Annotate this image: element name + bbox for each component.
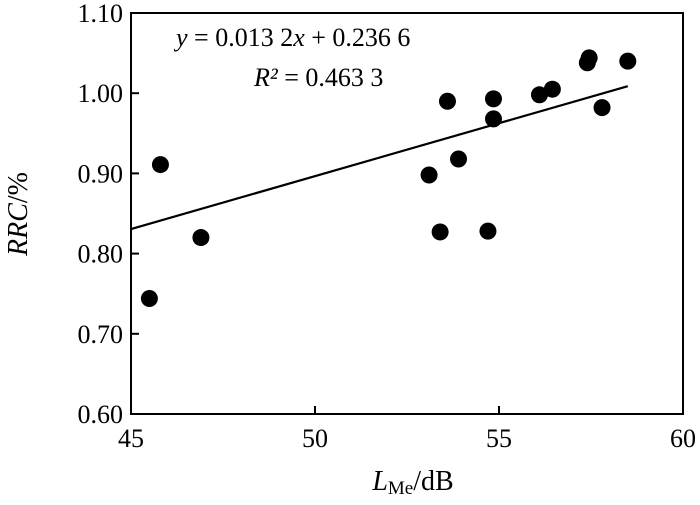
data-point bbox=[450, 150, 468, 168]
y-axis-label-main: RRC bbox=[3, 203, 34, 257]
equation-x-var: x bbox=[292, 23, 305, 52]
x-axis-label-main: L bbox=[371, 466, 388, 497]
trendline bbox=[130, 85, 629, 231]
data-point bbox=[543, 80, 561, 98]
y-tick-label: 1.10 bbox=[78, 0, 124, 28]
data-point bbox=[484, 110, 502, 128]
y-axis-label: RRC/% bbox=[3, 172, 34, 257]
x-tick-label: 50 bbox=[302, 424, 328, 453]
r-squared-symbol: R² bbox=[253, 63, 279, 92]
y-tick-label: 0.60 bbox=[78, 400, 124, 429]
trendline-equation: y = 0.013 2x + 0.236 6 bbox=[173, 23, 410, 52]
data-point bbox=[619, 52, 637, 70]
data-point bbox=[420, 166, 438, 184]
data-point bbox=[580, 49, 598, 67]
data-point bbox=[431, 223, 449, 241]
y-axis-label-unit: /% bbox=[3, 172, 34, 203]
r-squared-annotation: R² = 0.463 3 bbox=[253, 63, 383, 92]
axes-layer: 0.60 0.70 0.80 0.90 1.00 1.10 45 50 55 60 bbox=[78, 0, 697, 453]
data-point bbox=[151, 156, 169, 174]
data-point bbox=[140, 290, 158, 308]
y-tick-label: 0.70 bbox=[78, 320, 124, 349]
r-squared-value: = 0.463 3 bbox=[278, 63, 384, 92]
equation-slope-part: = 0.013 2 bbox=[188, 23, 294, 52]
data-point bbox=[192, 229, 210, 247]
data-points-layer bbox=[140, 49, 637, 308]
data-point bbox=[593, 99, 611, 117]
data-point bbox=[438, 92, 456, 110]
equation-y-var: y bbox=[173, 23, 188, 52]
data-point bbox=[530, 86, 548, 104]
y-tick-label: 0.80 bbox=[78, 240, 124, 269]
x-axis-label: LMe/dB bbox=[371, 466, 453, 499]
data-point bbox=[484, 90, 502, 108]
x-axis-label-subscript: Me bbox=[388, 478, 413, 499]
x-tick-label: 45 bbox=[118, 424, 144, 453]
y-tick-label: 1.00 bbox=[78, 79, 124, 108]
equation-intercept-part: + 0.236 6 bbox=[305, 23, 411, 52]
x-tick-label: 60 bbox=[670, 424, 696, 453]
plot-frame bbox=[130, 12, 684, 415]
y-tick-label: 0.90 bbox=[78, 159, 124, 188]
x-tick-label: 55 bbox=[486, 424, 512, 453]
trendline-layer bbox=[130, 85, 629, 231]
data-point bbox=[479, 222, 497, 240]
x-axis-label-unit: /dB bbox=[413, 466, 453, 497]
